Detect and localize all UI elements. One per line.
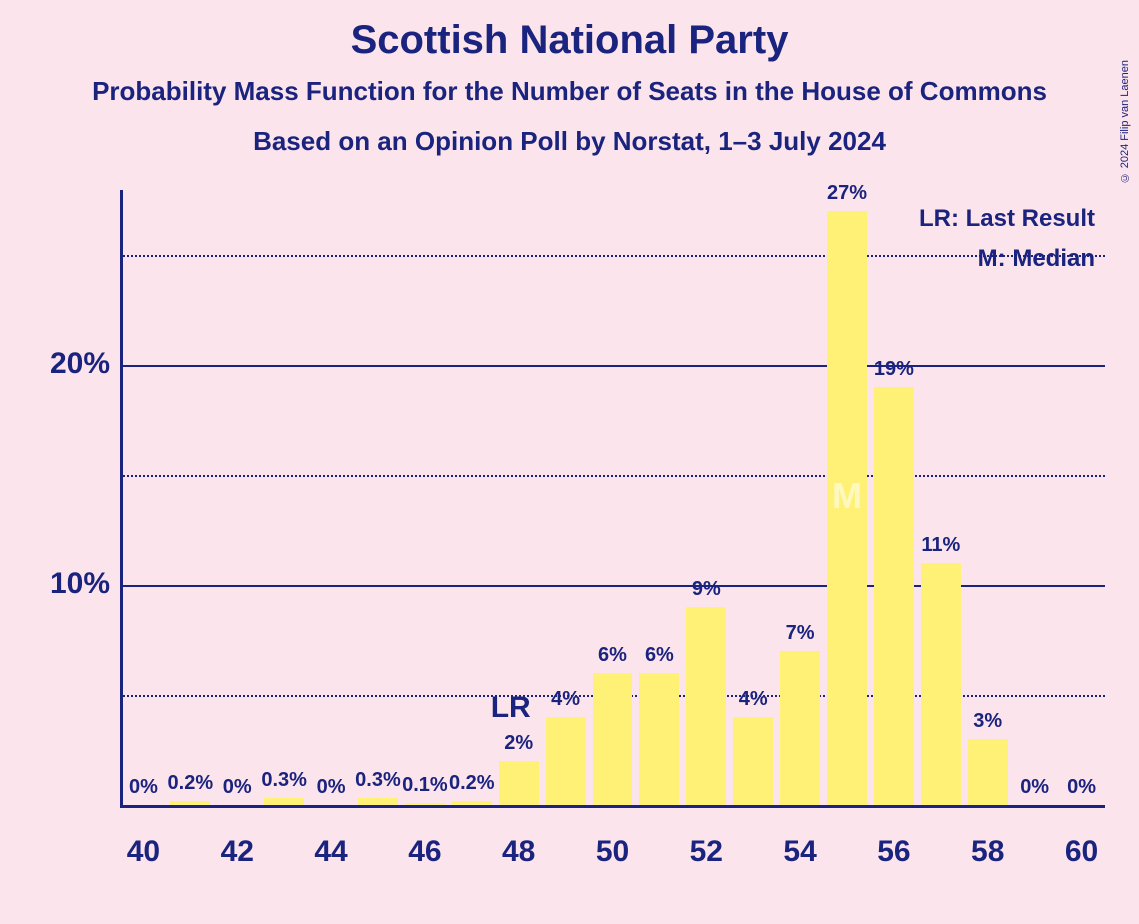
x-axis-label: 58	[948, 835, 1028, 869]
y-axis-label: 10%	[20, 567, 110, 601]
bar-value-label: 3%	[958, 710, 1018, 733]
bar-value-label: 19%	[864, 358, 924, 381]
bar-value-label: 2%	[489, 732, 549, 755]
x-axis-label: 48	[479, 835, 559, 869]
bar	[921, 563, 961, 805]
bar-value-label: 6%	[629, 644, 689, 667]
bar	[686, 607, 726, 805]
bar	[452, 801, 492, 805]
x-axis-label: 52	[666, 835, 746, 869]
chart-container: Scottish National Party Probability Mass…	[0, 0, 1139, 924]
bar	[499, 761, 539, 805]
bar-value-label: 4%	[536, 688, 596, 711]
plot-area: 0%0.2%0%0.3%0%0.3%0.1%0.2%2%4%6%6%9%4%7%…	[120, 200, 1105, 805]
bar	[874, 387, 914, 805]
x-axis-label: 46	[385, 835, 465, 869]
bar-value-label: 11%	[911, 534, 971, 557]
median-marker: M	[827, 475, 867, 517]
bar-value-label: 9%	[676, 578, 736, 601]
x-axis-label: 54	[760, 835, 840, 869]
bar-value-label: 7%	[770, 622, 830, 645]
bar	[733, 717, 773, 805]
bar	[639, 673, 679, 805]
y-axis-line	[120, 190, 123, 805]
bar	[405, 803, 445, 805]
bar	[264, 798, 304, 805]
bar-value-label: 4%	[723, 688, 783, 711]
bar-value-label: 27%	[817, 182, 877, 205]
copyright-text: © 2024 Filip van Laenen	[1119, 60, 1131, 183]
bar	[968, 739, 1008, 805]
x-axis-line	[120, 805, 1105, 808]
bar	[170, 801, 210, 805]
x-axis-label: 60	[1042, 835, 1122, 869]
legend-lr: LR: Last Result	[919, 205, 1095, 233]
bar	[546, 717, 586, 805]
x-axis-label: 50	[573, 835, 653, 869]
x-axis-label: 42	[197, 835, 277, 869]
y-axis-label: 20%	[20, 347, 110, 381]
gridline-major	[120, 365, 1105, 367]
bar-value-label: 0%	[1052, 776, 1112, 799]
legend-m: M: Median	[978, 245, 1095, 273]
x-axis-label: 56	[854, 835, 934, 869]
chart-subtitle-1: Probability Mass Function for the Number…	[0, 76, 1139, 107]
x-axis-label: 44	[291, 835, 371, 869]
bar-value-label: 0.2%	[442, 772, 502, 795]
bar	[593, 673, 633, 805]
gridline-minor	[120, 255, 1105, 257]
lr-marker: LR	[491, 691, 531, 725]
bar	[780, 651, 820, 805]
bar	[358, 798, 398, 805]
gridline-minor	[120, 475, 1105, 477]
x-axis-label: 40	[103, 835, 183, 869]
chart-subtitle-2: Based on an Opinion Poll by Norstat, 1–3…	[0, 126, 1139, 157]
chart-title: Scottish National Party	[0, 18, 1139, 63]
